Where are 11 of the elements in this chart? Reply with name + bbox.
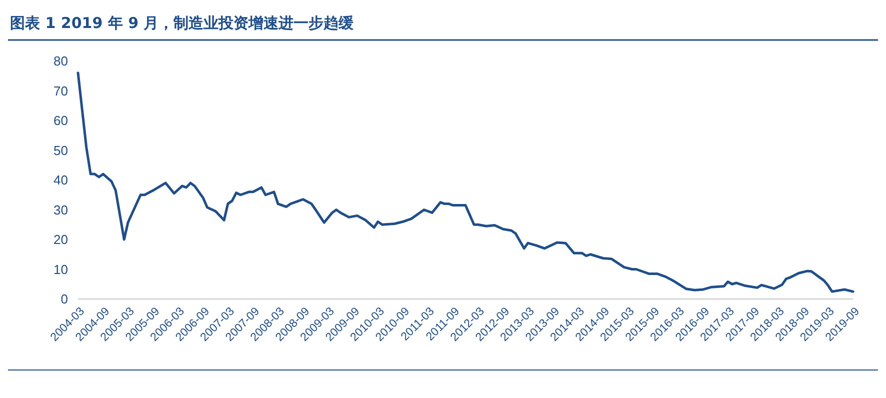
line-series	[76, 72, 854, 293]
y-tick-label: 0	[60, 292, 68, 307]
y-tick-label: 80	[54, 54, 68, 69]
y-tick-label: 60	[54, 113, 68, 128]
y-tick-label: 50	[54, 142, 68, 158]
y-tick-label: 20	[54, 232, 68, 248]
chart-title: 图表 1 2019 年 9 月，制造业投资增速进一步趋缓	[10, 14, 355, 32]
y-tick-label: 70	[54, 83, 68, 98]
y-tick-label: 10	[54, 262, 68, 277]
y-tick-label: 40	[54, 172, 68, 188]
y-tick-label: 30	[54, 202, 68, 218]
